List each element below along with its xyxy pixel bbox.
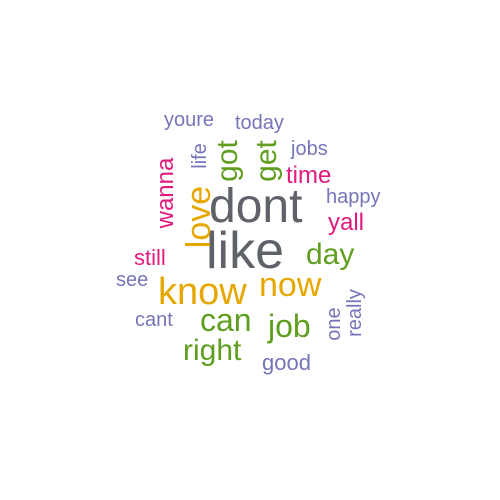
word-day: day [306,238,355,271]
word-youre: youre [164,109,215,131]
word-job: job [268,308,311,344]
word-like: like [206,222,285,280]
word-love: love [180,185,218,249]
word-one: one [323,307,345,341]
word-cant: cant [135,309,173,331]
word-time: time [286,162,332,189]
word-wanna: wanna [152,157,179,229]
word-right: right [183,334,242,367]
word-today: today [235,112,284,134]
word-yall: yall [328,209,365,236]
word-life: life [189,143,211,169]
word-really: really [344,289,366,337]
word-get: get [250,140,283,182]
word-got: got [211,140,244,182]
word-happy: happy [326,186,381,208]
word-good: good [262,350,311,375]
word-know: know [158,271,247,313]
word-dont: dont [209,180,303,233]
word-see: see [116,269,149,291]
word-can: can [200,302,252,338]
word-still: still [134,245,166,270]
word-jobs: jobs [291,138,328,160]
word-now: now [259,266,322,304]
